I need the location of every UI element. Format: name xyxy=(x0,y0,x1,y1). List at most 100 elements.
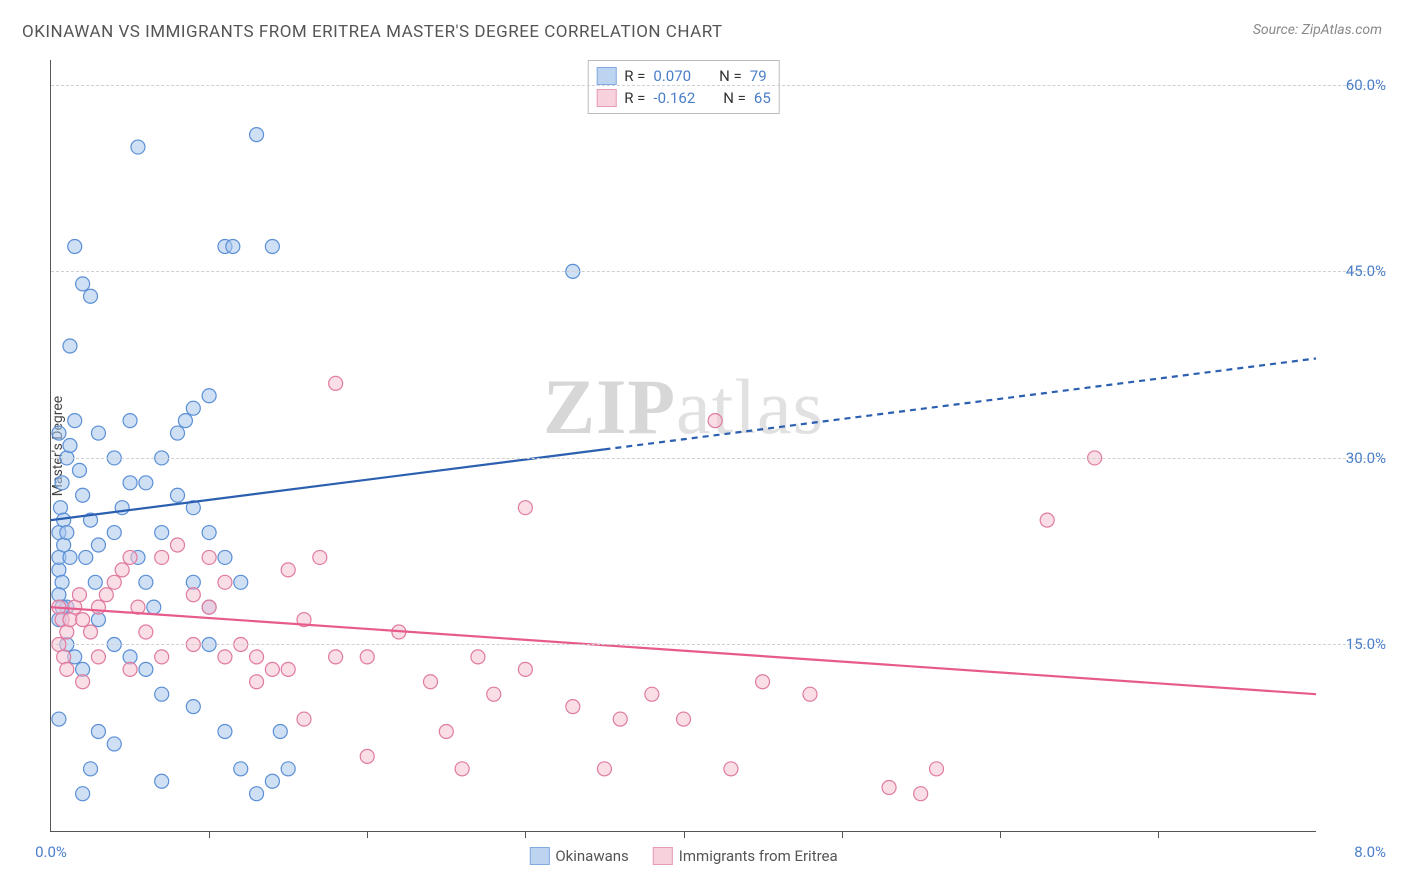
data-point xyxy=(186,588,200,602)
data-point xyxy=(487,687,501,701)
data-point xyxy=(76,488,90,502)
data-point xyxy=(91,600,105,614)
data-point xyxy=(234,762,248,776)
data-point xyxy=(250,675,264,689)
data-point xyxy=(518,501,532,515)
data-point xyxy=(756,675,770,689)
data-point xyxy=(68,240,82,254)
legend-swatch xyxy=(596,67,616,85)
x-tick xyxy=(842,831,843,838)
source-name: ZipAtlas.com xyxy=(1302,22,1382,38)
data-point xyxy=(803,687,817,701)
data-point xyxy=(297,712,311,726)
data-point xyxy=(178,414,192,428)
data-point xyxy=(250,787,264,801)
data-point xyxy=(645,687,659,701)
data-point xyxy=(186,700,200,714)
data-point xyxy=(250,128,264,142)
data-point xyxy=(57,650,71,664)
data-point xyxy=(265,240,279,254)
data-point xyxy=(107,737,121,751)
data-point xyxy=(313,550,327,564)
data-point xyxy=(202,550,216,564)
data-point xyxy=(123,476,137,490)
gridline xyxy=(51,458,1386,459)
legend-swatch xyxy=(529,847,549,865)
data-point xyxy=(63,339,77,353)
data-point xyxy=(53,501,67,515)
data-point xyxy=(471,650,485,664)
data-point xyxy=(60,662,74,676)
legend-label: Immigrants from Eritrea xyxy=(679,847,838,865)
data-point xyxy=(218,550,232,564)
legend-item: Okinawans xyxy=(529,847,628,865)
x-tick xyxy=(525,831,526,838)
data-point xyxy=(68,414,82,428)
x-tick xyxy=(209,831,210,838)
data-point xyxy=(123,414,137,428)
plot-svg xyxy=(51,60,1316,831)
data-point xyxy=(79,550,93,564)
data-point xyxy=(424,675,438,689)
data-point xyxy=(218,725,232,739)
data-point xyxy=(724,762,738,776)
x-tick xyxy=(367,831,368,838)
data-point xyxy=(186,401,200,415)
data-point xyxy=(597,762,611,776)
data-point xyxy=(91,538,105,552)
data-point xyxy=(76,613,90,627)
data-point xyxy=(882,780,896,794)
n-value: 79 xyxy=(750,67,767,85)
data-point xyxy=(63,439,77,453)
r-value: 0.070 xyxy=(653,67,691,85)
data-point xyxy=(139,662,153,676)
y-tick-label: 15.0% xyxy=(1326,635,1386,653)
x-tick xyxy=(684,831,685,838)
data-point xyxy=(1040,513,1054,527)
y-tick-label: 30.0% xyxy=(1326,449,1386,467)
data-point xyxy=(155,526,169,540)
data-point xyxy=(281,762,295,776)
plot-area: ZIPatlas R = 0.070N = 79R = -0.162N = 65… xyxy=(50,60,1316,832)
n-label: N = xyxy=(719,67,742,85)
data-point xyxy=(55,575,69,589)
data-point xyxy=(329,376,343,390)
data-point xyxy=(91,426,105,440)
chart-source: Source: ZipAtlas.com xyxy=(1253,22,1382,38)
data-point xyxy=(455,762,469,776)
data-point xyxy=(84,762,98,776)
data-point xyxy=(281,563,295,577)
chart-container: OKINAWAN VS IMMIGRANTS FROM ERITREA MAST… xyxy=(0,0,1406,892)
x-tick-label: 0.0% xyxy=(35,843,67,861)
data-point xyxy=(218,650,232,664)
data-point xyxy=(218,575,232,589)
gridline xyxy=(51,644,1386,645)
data-point xyxy=(115,563,129,577)
data-point xyxy=(171,538,185,552)
data-point xyxy=(234,575,248,589)
stats-legend: R = 0.070N = 79R = -0.162N = 65 xyxy=(587,60,780,114)
data-point xyxy=(250,650,264,664)
x-tick xyxy=(1158,831,1159,838)
gridline xyxy=(51,271,1386,272)
r-value: -0.162 xyxy=(653,89,695,107)
data-point xyxy=(139,625,153,639)
source-label: Source: xyxy=(1253,22,1302,38)
data-point xyxy=(930,762,944,776)
data-point xyxy=(147,600,161,614)
data-point xyxy=(566,700,580,714)
legend-item: Immigrants from Eritrea xyxy=(653,847,838,865)
data-point xyxy=(55,476,69,490)
gridline xyxy=(51,85,1386,86)
data-point xyxy=(171,426,185,440)
data-point xyxy=(518,662,532,676)
data-point xyxy=(202,526,216,540)
data-point xyxy=(329,650,343,664)
x-tick-label: 8.0% xyxy=(1354,843,1386,861)
data-point xyxy=(202,389,216,403)
data-point xyxy=(76,277,90,291)
data-point xyxy=(281,662,295,676)
n-label: N = xyxy=(723,89,746,107)
y-tick-label: 60.0% xyxy=(1326,76,1386,94)
x-tick xyxy=(1000,831,1001,838)
